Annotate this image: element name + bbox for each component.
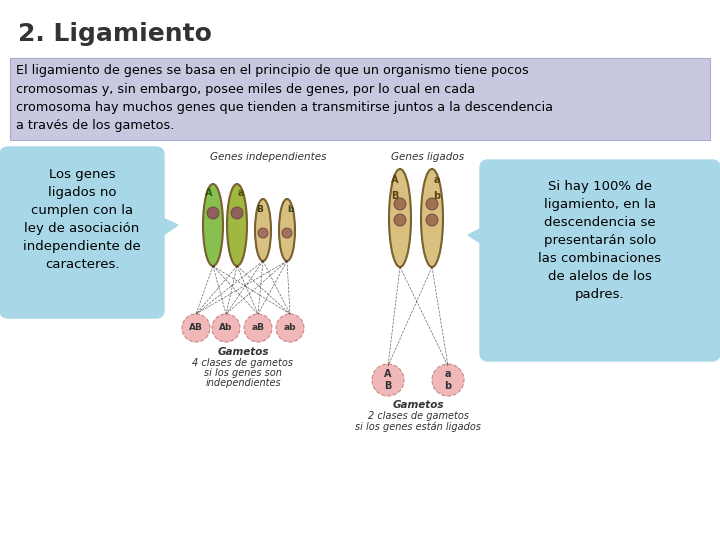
Circle shape (231, 207, 243, 219)
Text: aB: aB (251, 323, 264, 333)
Ellipse shape (203, 184, 223, 266)
Text: A: A (391, 175, 399, 185)
Circle shape (282, 228, 292, 238)
Text: B: B (391, 191, 399, 201)
Text: b: b (433, 191, 441, 201)
Text: El ligamiento de genes se basa en el principio de que un organismo tiene pocos
c: El ligamiento de genes se basa en el pri… (16, 64, 553, 132)
Text: Genes independientes: Genes independientes (210, 152, 326, 162)
Text: 2 clases de gametos: 2 clases de gametos (367, 411, 469, 421)
Circle shape (394, 214, 406, 226)
Circle shape (244, 314, 272, 342)
Text: a
b: a b (444, 369, 451, 391)
FancyBboxPatch shape (0, 147, 164, 318)
Ellipse shape (389, 169, 411, 267)
Circle shape (182, 314, 210, 342)
Text: a: a (238, 188, 244, 198)
Text: A
B: A B (384, 369, 392, 391)
Circle shape (426, 198, 438, 210)
Text: Ab: Ab (220, 323, 233, 333)
Text: 2. Ligamiento: 2. Ligamiento (18, 22, 212, 46)
Text: Genes ligados: Genes ligados (392, 152, 464, 162)
Text: AB: AB (189, 323, 203, 333)
Circle shape (276, 314, 304, 342)
Polygon shape (156, 215, 178, 240)
FancyBboxPatch shape (480, 160, 720, 361)
Ellipse shape (421, 169, 443, 267)
Text: ab: ab (284, 323, 296, 333)
Polygon shape (468, 225, 488, 248)
Circle shape (426, 214, 438, 226)
Circle shape (372, 364, 404, 396)
Circle shape (207, 207, 219, 219)
Text: b: b (287, 205, 293, 213)
Text: B: B (256, 205, 264, 213)
Text: Los genes
ligados no
cumplen con la
ley de asociación
independiente de
caractere: Los genes ligados no cumplen con la ley … (23, 168, 141, 271)
Ellipse shape (227, 184, 247, 266)
Ellipse shape (279, 199, 295, 261)
FancyBboxPatch shape (10, 58, 710, 140)
Text: A: A (205, 188, 212, 198)
Text: a: a (433, 175, 440, 185)
Circle shape (212, 314, 240, 342)
Circle shape (394, 198, 406, 210)
Text: Gametos: Gametos (217, 347, 269, 357)
Text: independientes: independientes (205, 378, 281, 388)
Text: 4 clases de gametos: 4 clases de gametos (192, 358, 294, 368)
Ellipse shape (255, 199, 271, 261)
Circle shape (432, 364, 464, 396)
Text: Si hay 100% de
ligamiento, en la
descendencia se
presentarán solo
las combinacio: Si hay 100% de ligamiento, en la descend… (539, 180, 662, 301)
Text: Gametos: Gametos (392, 400, 444, 410)
Circle shape (258, 228, 268, 238)
Text: si los genes son: si los genes son (204, 368, 282, 378)
Text: si los genes están ligados: si los genes están ligados (355, 421, 481, 431)
